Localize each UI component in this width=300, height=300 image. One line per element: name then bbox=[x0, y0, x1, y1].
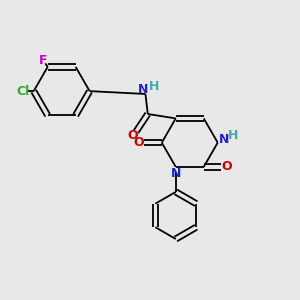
Text: N: N bbox=[138, 83, 148, 96]
Text: O: O bbox=[134, 136, 144, 149]
Text: H: H bbox=[149, 80, 160, 93]
Text: N: N bbox=[219, 133, 230, 146]
Text: F: F bbox=[39, 54, 47, 67]
Text: O: O bbox=[128, 129, 138, 142]
Text: N: N bbox=[171, 167, 181, 180]
Text: Cl: Cl bbox=[16, 85, 29, 98]
Text: H: H bbox=[228, 129, 238, 142]
Text: O: O bbox=[221, 160, 232, 173]
